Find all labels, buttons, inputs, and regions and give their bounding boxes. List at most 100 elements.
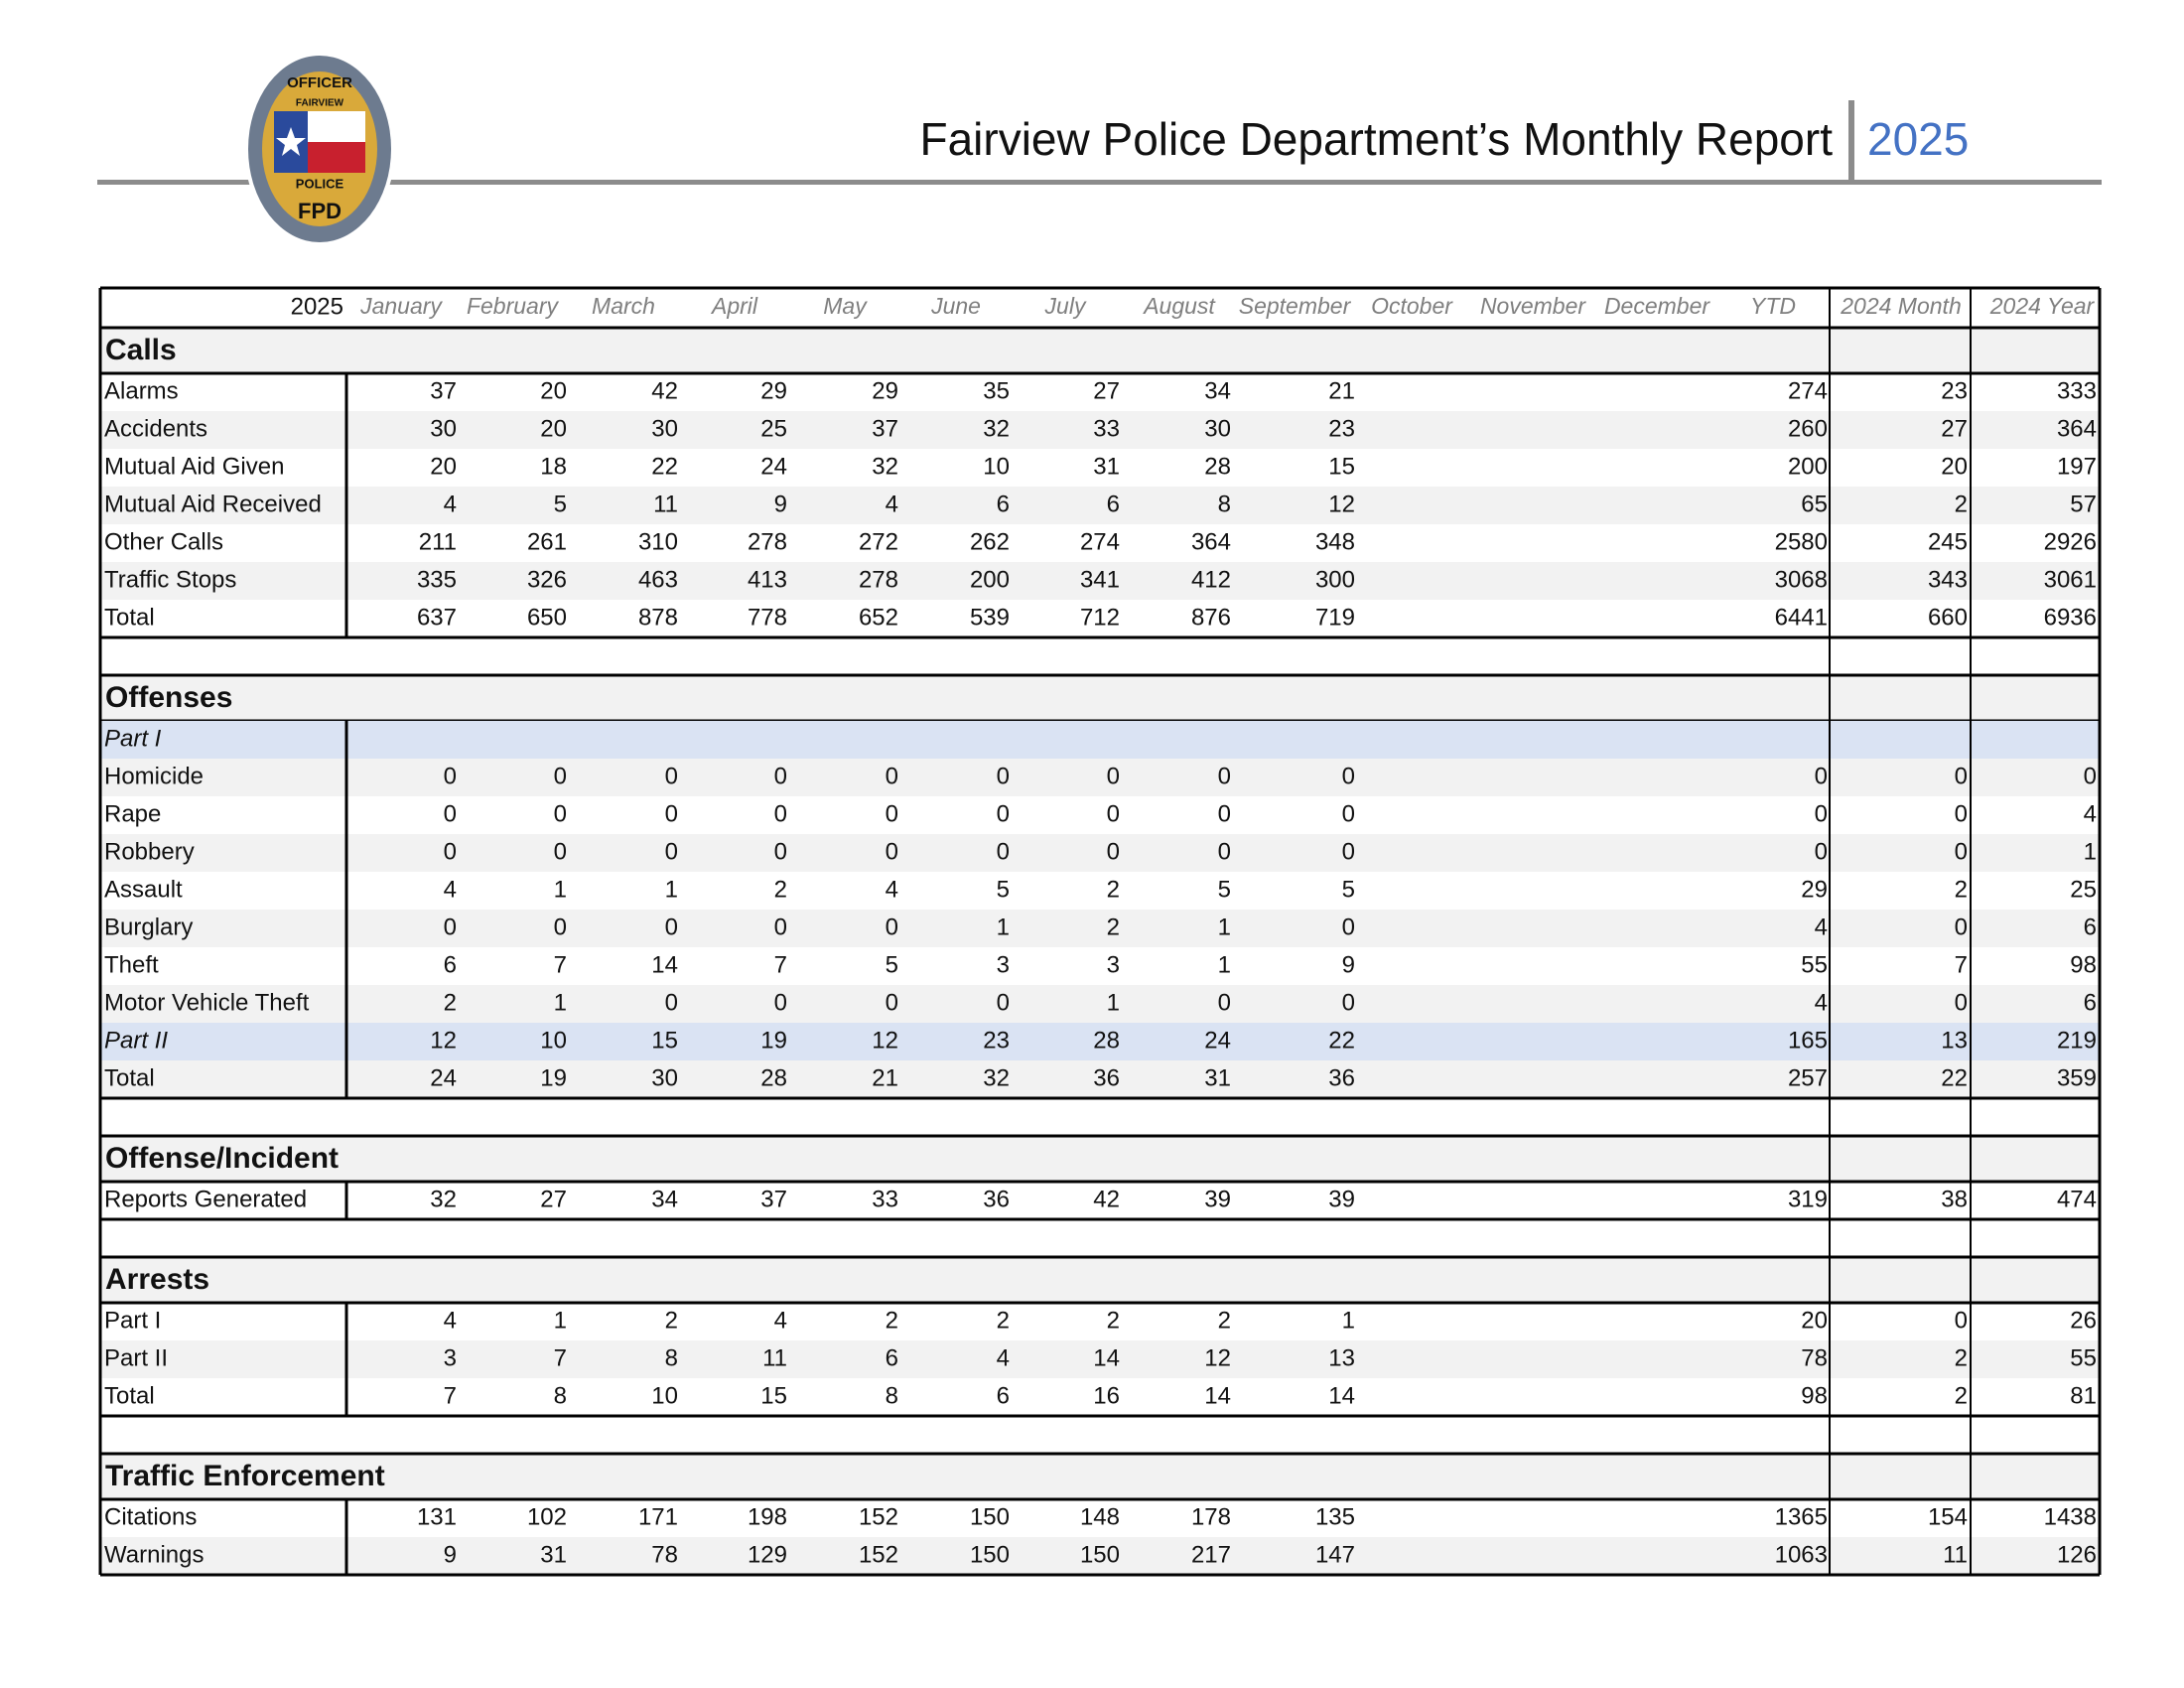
cell-value: 26 <box>2070 1307 2097 1334</box>
cell-value: 0 <box>774 763 787 789</box>
cell-value: 876 <box>1191 604 1231 631</box>
cell-value: 274 <box>1788 377 1828 404</box>
cell-value: 7 <box>774 951 787 978</box>
cell-value: 13 <box>1328 1344 1355 1371</box>
cell-value: 15 <box>760 1382 787 1409</box>
cell-value: 150 <box>1080 1541 1120 1568</box>
cell-value: 4 <box>997 1344 1010 1371</box>
cell-value: 37 <box>872 415 898 442</box>
cell-value: 3 <box>1107 951 1120 978</box>
cell-value: 341 <box>1080 566 1120 593</box>
cell-value: 10 <box>983 453 1010 480</box>
cell-value: 10 <box>651 1382 678 1409</box>
cell-value: 6 <box>997 1382 1010 1409</box>
cell-value: 0 <box>665 838 678 865</box>
row-band <box>100 834 2100 872</box>
cell-value: 2 <box>886 1307 898 1334</box>
cell-value: 0 <box>665 914 678 940</box>
cell-value: 12 <box>1204 1344 1231 1371</box>
cell-value: 0 <box>1342 763 1355 789</box>
cell-value: 7 <box>444 1382 457 1409</box>
cell-value: 637 <box>417 604 457 631</box>
cell-value: 1 <box>1342 1307 1355 1334</box>
cell-value: 9 <box>444 1541 457 1568</box>
row-band <box>100 910 2100 947</box>
cell-value: 0 <box>886 800 898 827</box>
column-header: December <box>1604 293 1710 319</box>
column-header: May <box>823 293 868 319</box>
cell-value: 3 <box>444 1344 457 1371</box>
cell-value: 148 <box>1080 1503 1120 1530</box>
cell-value: 4 <box>1815 989 1828 1016</box>
column-header: 2025 <box>291 293 343 320</box>
column-divider <box>1829 288 1831 1575</box>
section-title: Arrests <box>105 1263 209 1296</box>
cell-value: 219 <box>2057 1027 2097 1054</box>
cell-value: 348 <box>1315 528 1355 555</box>
cell-value: 30 <box>651 415 678 442</box>
section-rule <box>100 1134 2100 1138</box>
cell-value: 0 <box>1815 838 1828 865</box>
cell-value: 0 <box>774 914 787 940</box>
report-year: 2025 <box>1867 113 1969 165</box>
cell-value: 6 <box>444 951 457 978</box>
row-label: Total <box>104 1064 155 1091</box>
column-header: November <box>1480 293 1586 319</box>
cell-value: 22 <box>651 453 678 480</box>
cell-value: 24 <box>760 453 787 480</box>
cell-value: 34 <box>1204 377 1231 404</box>
cell-value: 5 <box>997 876 1010 903</box>
cell-value: 14 <box>1093 1344 1120 1371</box>
row-band <box>100 1023 2100 1060</box>
cell-value: 8 <box>665 1344 678 1371</box>
cell-value: 78 <box>651 1541 678 1568</box>
cell-value: 1 <box>997 914 1010 940</box>
cell-value: 0 <box>997 989 1010 1016</box>
flag-red <box>308 142 365 173</box>
cell-value: 25 <box>760 415 787 442</box>
cell-value: 0 <box>665 763 678 789</box>
label-divider <box>344 721 348 1098</box>
cell-value: 2 <box>444 989 457 1016</box>
section-title: Offenses <box>105 681 232 714</box>
section-title: Calls <box>105 334 177 366</box>
row-label: Warnings <box>104 1541 204 1568</box>
cell-value: 0 <box>554 763 567 789</box>
section-rule <box>100 673 2100 677</box>
row-band <box>100 1060 2100 1098</box>
cell-value: 359 <box>2057 1064 2097 1091</box>
column-header: September <box>1239 293 1352 319</box>
cell-value: 1 <box>554 989 567 1016</box>
cell-value: 16 <box>1093 1382 1120 1409</box>
cell-value: 260 <box>1788 415 1828 442</box>
section-rule <box>100 1452 2100 1456</box>
cell-value: 719 <box>1315 604 1355 631</box>
cell-value: 300 <box>1315 566 1355 593</box>
cell-value: 37 <box>760 1186 787 1212</box>
section-band <box>100 1136 2100 1182</box>
section-band <box>100 1454 2100 1499</box>
cell-value: 4 <box>444 876 457 903</box>
cell-value: 29 <box>760 377 787 404</box>
cell-value: 4 <box>886 491 898 517</box>
section-band <box>100 328 2100 373</box>
cell-value: 150 <box>970 1503 1010 1530</box>
cell-value: 30 <box>1204 415 1231 442</box>
cell-value: 0 <box>1218 838 1231 865</box>
cell-value: 1063 <box>1775 1541 1828 1568</box>
cell-value: 81 <box>2070 1382 2097 1409</box>
section-rule <box>100 1180 2100 1184</box>
cell-value: 13 <box>1941 1027 1968 1054</box>
cell-value: 39 <box>1204 1186 1231 1212</box>
cell-value: 42 <box>651 377 678 404</box>
row-band <box>100 411 2100 449</box>
cell-value: 165 <box>1788 1027 1828 1054</box>
cell-value: 21 <box>1328 377 1355 404</box>
cell-value: 20 <box>1801 1307 1828 1334</box>
cell-value: 0 <box>1107 838 1120 865</box>
cell-value: 23 <box>983 1027 1010 1054</box>
label-divider <box>344 373 348 637</box>
cell-value: 22 <box>1328 1027 1355 1054</box>
row-band <box>100 759 2100 796</box>
cell-value: 2 <box>1955 876 1968 903</box>
